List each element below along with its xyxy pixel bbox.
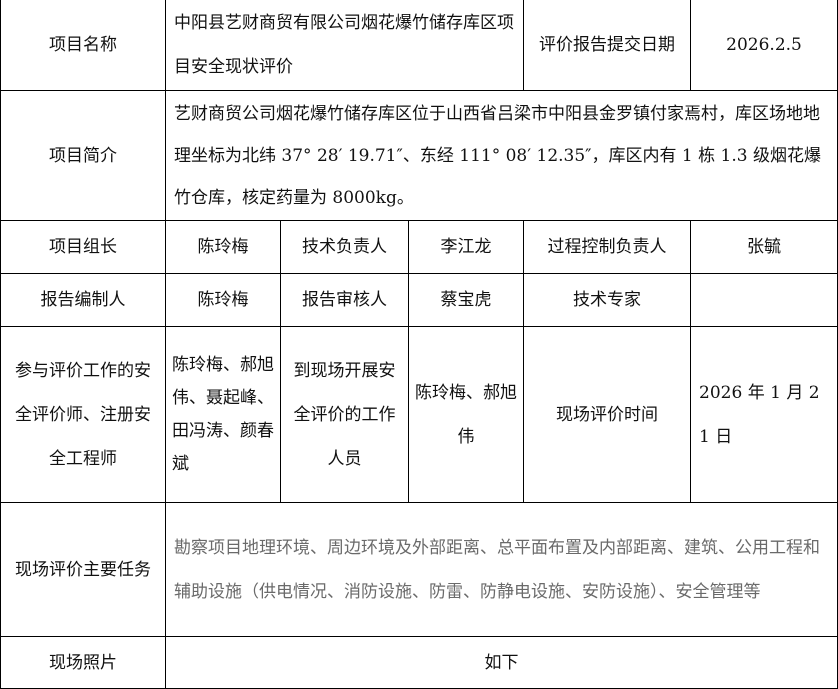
- row-leaders: 项目组长 陈玲梅 技术负责人 李江龙 过程控制负责人 张毓: [0, 220, 838, 274]
- participants-label: 参与评价工作的安全评价师、注册安全工程师: [0, 326, 166, 503]
- leader-label: 项目组长: [0, 220, 166, 274]
- project-intro-text: 艺财商贸公司烟花爆竹储存库区位于山西省吕梁市中阳县金罗镇付家焉村，库区场地地理坐…: [164, 90, 838, 221]
- reviewer-value: 蔡宝虎: [407, 273, 525, 327]
- expert-label: 技术专家: [523, 273, 692, 327]
- row-project-intro: 项目简介 艺财商贸公司烟花爆竹储存库区位于山西省吕梁市中阳县金罗镇付家焉村，库区…: [0, 90, 838, 221]
- project-name-label: 项目名称: [0, 0, 166, 91]
- onsite-time-label: 现场评价时间: [523, 326, 692, 503]
- leader-value: 陈玲梅: [165, 220, 281, 274]
- report-date-label: 评价报告提交日期: [523, 0, 692, 91]
- onsite-staff-value: 陈玲梅、郝旭伟: [407, 326, 525, 503]
- expert-value: [690, 273, 838, 327]
- tech-lead-label: 技术负责人: [280, 220, 409, 274]
- row-main-tasks: 现场评价主要任务 勘察项目地理环境、周边环境及外部距离、总平面布置及内部距离、建…: [0, 502, 838, 637]
- author-value: 陈玲梅: [165, 273, 281, 327]
- author-label: 报告编制人: [0, 273, 166, 327]
- main-tasks-label: 现场评价主要任务: [0, 502, 166, 637]
- report-date-value: 2026.2.5: [690, 0, 838, 91]
- row-participants: 参与评价工作的安全评价师、注册安全工程师 陈玲梅、郝旭伟、聂起峰、田冯涛、颜春斌…: [0, 326, 838, 503]
- main-tasks-text: 勘察项目地理环境、周边环境及外部距离、总平面布置及内部距离、建筑、公用工程和辅助…: [164, 502, 838, 637]
- photos-label: 现场照片: [0, 636, 166, 689]
- reviewer-label: 报告审核人: [280, 273, 409, 327]
- row-project-name: 项目名称 中阳县艺财商贸有限公司烟花爆竹储存库区项目安全现状评价 评价报告提交日…: [0, 0, 838, 91]
- project-intro-label: 项目简介: [0, 90, 166, 221]
- row-authors: 报告编制人 陈玲梅 报告审核人 蔡宝虎 技术专家: [0, 273, 838, 327]
- process-lead-label: 过程控制负责人: [523, 220, 692, 274]
- process-lead-value: 张毓: [690, 220, 838, 274]
- onsite-staff-label: 到现场开展安全评价的工作人员: [280, 326, 409, 503]
- photos-value: 如下: [164, 636, 838, 689]
- project-name-value: 中阳县艺财商贸有限公司烟花爆竹储存库区项目安全现状评价: [164, 0, 525, 91]
- participants-value: 陈玲梅、郝旭伟、聂起峰、田冯涛、颜春斌: [165, 326, 281, 503]
- onsite-time-value: 2026 年 1 月 21 日: [690, 326, 838, 503]
- tech-lead-value: 李江龙: [407, 220, 525, 274]
- row-photos: 现场照片 如下: [0, 636, 838, 689]
